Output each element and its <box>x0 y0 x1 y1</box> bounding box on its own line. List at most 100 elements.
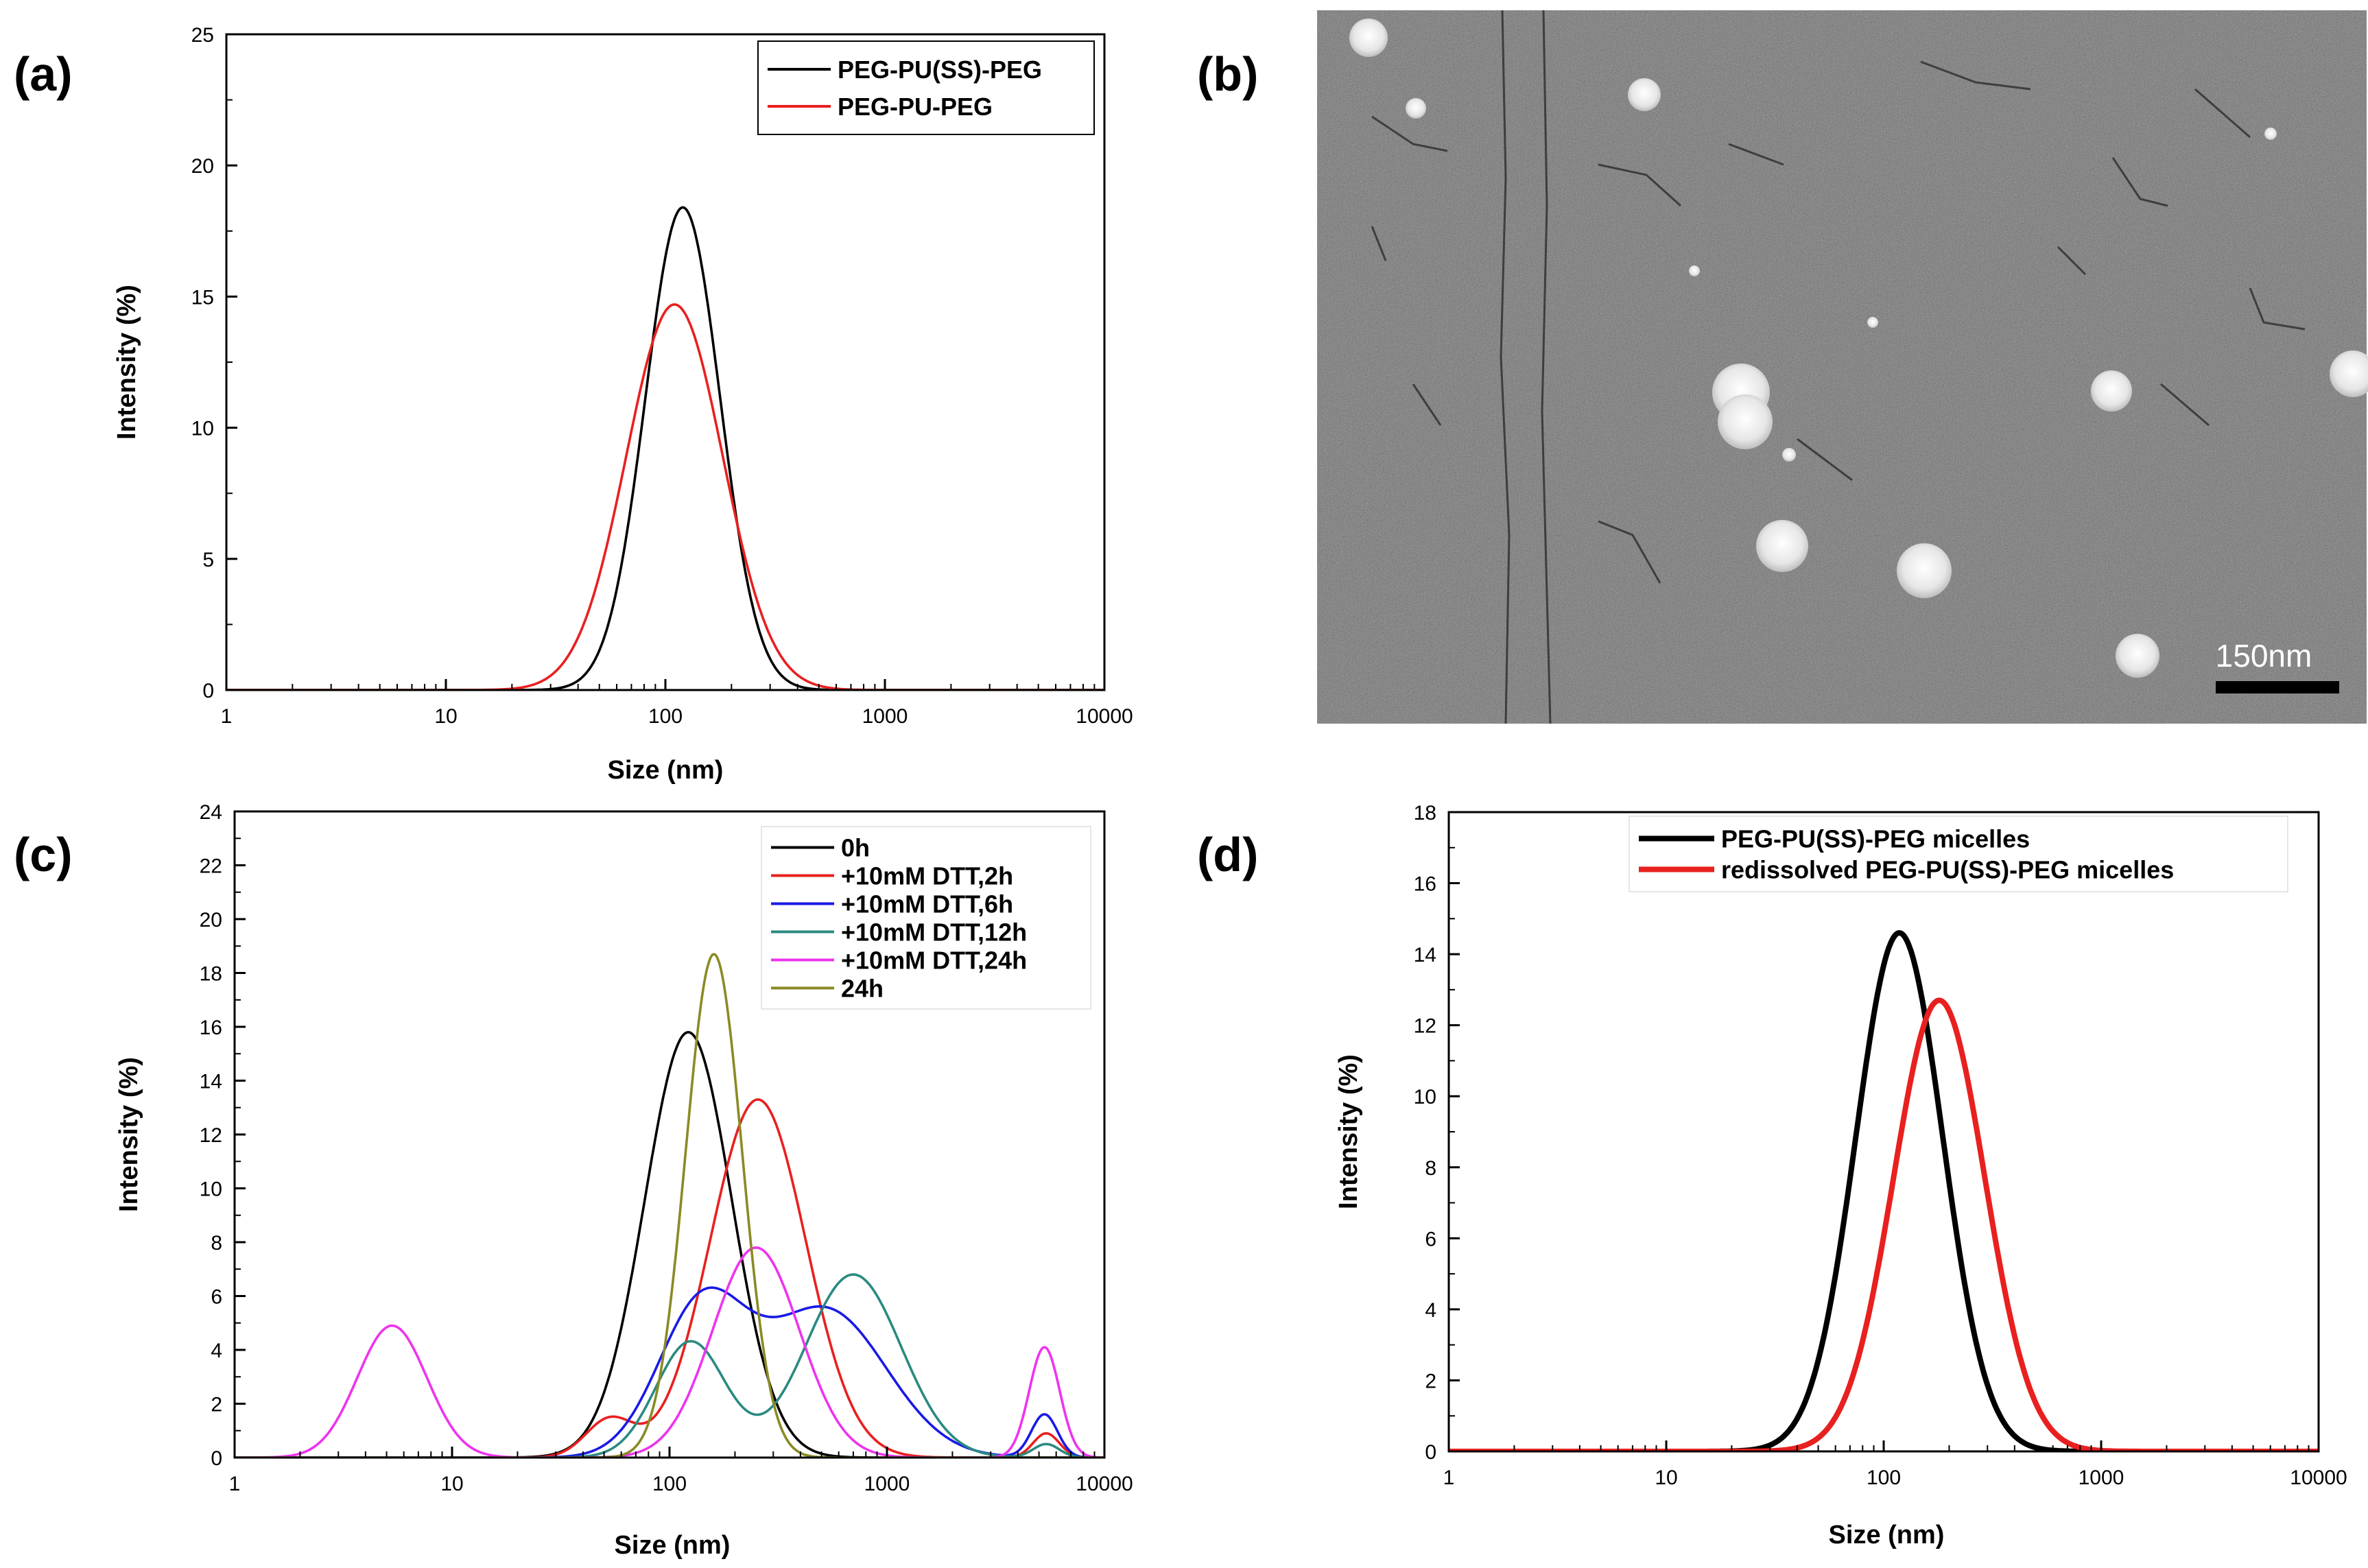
x-tick-label: 100 <box>652 1473 687 1495</box>
series-line-a-0 <box>226 206 1104 690</box>
y-tick-label: 15 <box>191 286 214 309</box>
y-axis-title-d: Intensity (%) <box>1334 1054 1363 1209</box>
y-tick-label: 16 <box>1414 873 1436 896</box>
legend-entry: PEG-PU-PEG <box>838 93 993 121</box>
y-tick-label: 14 <box>200 1071 222 1093</box>
sem-image: 150nm <box>1317 10 2368 724</box>
legend-box <box>1629 816 2288 892</box>
x-tick-label: 10 <box>1655 1466 1677 1489</box>
sem-particle <box>2116 634 2159 678</box>
sem-particle <box>1782 448 1796 462</box>
x-tick-label: 1 <box>1443 1466 1455 1489</box>
y-tick-label: 22 <box>200 855 222 878</box>
legend-entry: +10mM DTT,6h <box>841 890 1013 918</box>
series-line-c-5 <box>235 953 1104 1458</box>
y-tick-label: 0 <box>1425 1441 1436 1464</box>
series-line-c-1 <box>235 1098 1104 1458</box>
chart-d: 1 10 100 1000 10000 0 2 4 6 8 10 12 14 16 18 PEG-PU(SS)… <box>1334 802 2347 1549</box>
chart-c: 1 10 100 1000 100000246810121416182022240h+1… <box>115 801 1133 1560</box>
x-tick-label: 100 <box>648 705 683 728</box>
legend-entry: +10mM DTT,24h <box>841 947 1027 975</box>
y-tick-label: 24 <box>200 801 222 824</box>
panel-label-d: (d) <box>1197 828 1258 881</box>
legend-entry: PEG-PU(SS)-PEG micelles <box>1721 825 2030 853</box>
panel-label-b: (b) <box>1197 47 1258 101</box>
y-tick-label: 10 <box>191 418 214 440</box>
x-tick-label: 1 <box>221 705 233 728</box>
x-tick-label: 10 <box>434 705 457 728</box>
legend-c: 0h+10mM DTT,2h+10mM DTT,6h+10mM DTT,12h+… <box>761 826 1091 1010</box>
legend-entry: +10mM DTT,12h <box>841 918 1027 947</box>
x-tick-label: 1 <box>229 1473 241 1495</box>
series-line-a-1 <box>226 303 1104 690</box>
series-line-d-0 <box>1449 930 2319 1451</box>
legend-d: PEG-PU(SS)-PEG micelles redissolved PEG-P… <box>1629 816 2288 892</box>
y-tick-label: 12 <box>200 1124 222 1147</box>
panel-label-a: (a) <box>14 47 73 101</box>
legend-entry: redissolved PEG-PU(SS)-PEG micelles <box>1721 856 2174 884</box>
y-tick-label: 18 <box>200 963 222 986</box>
sem-particle <box>1718 394 1773 449</box>
y-tick-label: 8 <box>1425 1157 1436 1180</box>
y-tick-label: 20 <box>191 155 214 178</box>
legend-a: PEG-PU(SS)-PEG PEG-PU-PEG <box>757 40 1095 135</box>
series-line-c-0 <box>235 1031 1104 1458</box>
y-tick-label: 6 <box>211 1286 222 1309</box>
x-tick-label: 1000 <box>862 705 908 728</box>
sem-particle <box>1897 543 1952 598</box>
sem-particle <box>1689 265 1700 276</box>
y-tick-label: 6 <box>1425 1228 1436 1250</box>
legend-entry: 0h <box>841 834 870 862</box>
series-line-d-1 <box>1449 997 2319 1451</box>
x-axis-title-a: Size (nm) <box>608 756 724 785</box>
series-line-c-4 <box>235 1246 1104 1458</box>
y-tick-label: 4 <box>1425 1299 1436 1322</box>
sem-particle <box>2091 370 2132 412</box>
y-axis-title-a: Intensity (%) <box>113 285 141 440</box>
y-tick-label: 12 <box>1414 1015 1436 1038</box>
sem-texture <box>1317 10 2367 724</box>
y-tick-label: 2 <box>211 1394 222 1416</box>
y-tick-label: 8 <box>211 1232 222 1255</box>
y-tick-label: 5 <box>202 549 214 571</box>
chart-a: 1 10 100 1000 100000510152025PEG-PU(SS)-PEGP… <box>113 24 1133 785</box>
x-axis-title-d: Size (nm) <box>1829 1521 1945 1549</box>
legend-entry: 24h <box>841 975 884 1003</box>
scale-bar-label: 150nm <box>2216 638 2312 674</box>
y-tick-label: 10 <box>200 1178 222 1201</box>
series-line-c-2 <box>235 1286 1104 1458</box>
legend-box <box>757 40 1095 135</box>
sem-particle <box>2264 128 2277 140</box>
y-tick-label: 2 <box>1425 1370 1436 1392</box>
legend-entry: +10mM DTT,2h <box>841 862 1013 890</box>
y-tick-label: 4 <box>211 1340 222 1362</box>
y-tick-label: 25 <box>191 24 214 47</box>
legend-box <box>761 826 1091 1010</box>
x-tick-label: 10 <box>440 1473 463 1495</box>
y-tick-label: 18 <box>1414 802 1436 824</box>
y-tick-label: 14 <box>1414 944 1436 966</box>
y-tick-label: 0 <box>211 1447 222 1470</box>
sem-particle <box>1349 19 1388 57</box>
y-tick-label: 0 <box>202 680 214 702</box>
x-tick-label: 1000 <box>2079 1466 2124 1489</box>
scale-bar <box>2216 681 2339 693</box>
sem-particle <box>1406 98 1426 119</box>
y-tick-label: 10 <box>1414 1086 1436 1108</box>
plot-frame-d <box>1447 811 2320 1453</box>
legend-entry: PEG-PU(SS)-PEG <box>838 56 1042 84</box>
panel-label-c: (c) <box>14 828 73 881</box>
sem-particle <box>1628 78 1661 111</box>
sem-particles <box>1349 19 2368 678</box>
x-tick-label: 100 <box>1867 1466 1901 1489</box>
sem-particle <box>1756 520 1808 572</box>
y-tick-label: 16 <box>200 1017 222 1039</box>
x-axis-title-c: Size (nm) <box>615 1531 731 1560</box>
sem-cracks <box>1371 10 2306 724</box>
x-tick-label: 10000 <box>1076 705 1133 728</box>
x-tick-label: 10000 <box>2290 1466 2347 1489</box>
y-tick-label: 20 <box>200 909 222 931</box>
y-axis-title-c: Intensity (%) <box>115 1057 143 1212</box>
sem-particle <box>1867 317 1878 328</box>
